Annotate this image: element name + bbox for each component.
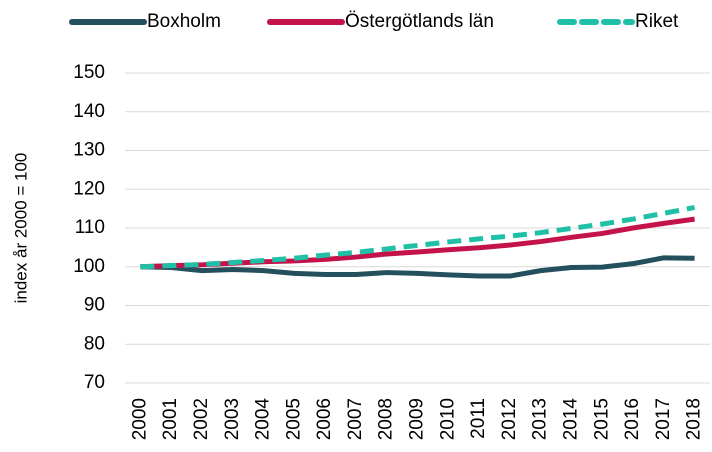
- legend-label: Boxholm: [147, 11, 221, 32]
- x-tick-label: 2018: [684, 398, 705, 440]
- legend-label: Riket: [635, 11, 679, 32]
- y-tick-label: 150: [73, 62, 105, 83]
- x-tick-label: 2016: [622, 398, 643, 440]
- x-tick-label: 2015: [591, 398, 612, 440]
- y-tick-label: 130: [73, 140, 105, 161]
- y-tick-label: 70: [84, 372, 105, 393]
- y-tick-label: 110: [75, 217, 105, 238]
- x-tick-label: 2003: [222, 398, 243, 440]
- x-tick-label: 2013: [530, 398, 551, 440]
- x-tick-label: 2004: [253, 398, 274, 441]
- x-tick-label: 2005: [283, 398, 304, 440]
- x-tick-label: 2008: [376, 398, 397, 440]
- y-tick-label: 100: [73, 256, 105, 277]
- y-axis-label: index år 2000 = 100: [11, 153, 30, 304]
- x-tick-label: 2000: [129, 398, 150, 440]
- legend-label: Östergötlands län: [345, 11, 494, 32]
- x-tick-label: 2014: [560, 398, 581, 441]
- line-series: [140, 255, 695, 279]
- x-tick-label: 2009: [407, 398, 428, 440]
- x-tick-label: 2007: [345, 398, 366, 440]
- x-tick-label: 2006: [314, 398, 335, 440]
- x-tick-label: 2011: [468, 398, 489, 439]
- y-tick-label: 120: [73, 178, 105, 199]
- line-series: [140, 216, 695, 270]
- line-series: [140, 205, 696, 270]
- y-tick-label: 140: [73, 101, 105, 122]
- x-tick-label: 2010: [437, 398, 458, 440]
- x-tick-label: 2002: [191, 398, 212, 440]
- y-tick-label: 80: [84, 333, 105, 354]
- y-tick-label: 90: [84, 295, 105, 316]
- x-tick-label: 2012: [499, 398, 520, 440]
- x-tick-label: 2001: [160, 398, 181, 440]
- x-tick-label: 2017: [653, 398, 674, 440]
